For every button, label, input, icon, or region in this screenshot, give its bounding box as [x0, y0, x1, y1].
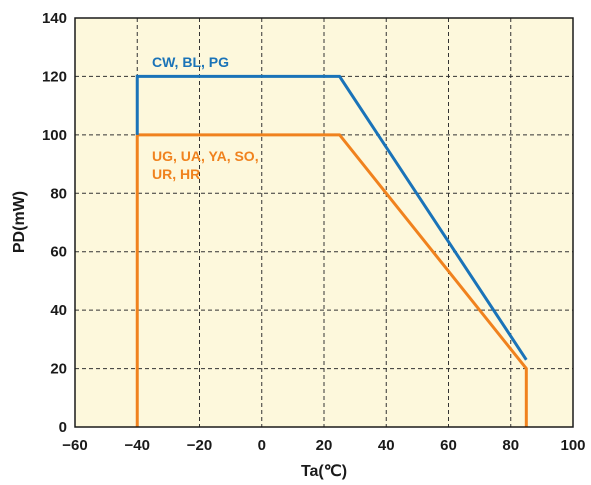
x-tick-label: 60	[440, 437, 457, 454]
x-tick-label: 80	[502, 437, 519, 454]
y-tick-label: 140	[42, 10, 67, 27]
x-tick-label: −20	[187, 437, 212, 454]
y-tick-label: 0	[59, 419, 67, 436]
x-tick-label: −40	[125, 437, 150, 454]
y-tick-label: 60	[50, 244, 67, 261]
series-label-0: CW, BL, PG	[152, 54, 229, 70]
y-tick-label: 100	[42, 127, 67, 144]
series-line-1	[135, 133, 528, 427]
plot-frame	[74, 17, 574, 428]
x-tick-label: 40	[378, 437, 395, 454]
series-layer	[135, 74, 528, 427]
x-tick-label: 100	[560, 437, 585, 454]
y-tick-label: 80	[50, 185, 67, 202]
x-axis-title: Ta(℃)	[301, 463, 347, 480]
y-tick-label: 120	[42, 68, 67, 85]
series-labels: CW, BL, PG UG, UA, YA, SO, UR, HR	[152, 54, 259, 182]
y-axis-title: PD(mW)	[11, 191, 28, 253]
series-label-1-line: UG, UA, YA, SO,	[152, 148, 259, 164]
y-tick-labels: 0 20 40 60 80 100 120 140	[42, 10, 67, 436]
x-tick-labels: −60 −40 −20 0 20 40 60 80 100	[62, 437, 585, 454]
y-tick-label: 20	[50, 361, 67, 378]
x-tick-label: 0	[258, 437, 266, 454]
x-tick-label: 20	[316, 437, 333, 454]
series-label-1-line: UR, HR	[152, 166, 200, 182]
x-tick-label: −60	[62, 437, 87, 454]
series-line-0	[135, 74, 528, 361]
y-tick-label: 40	[50, 302, 67, 319]
series-label-1: UG, UA, YA, SO, UR, HR	[152, 148, 259, 182]
